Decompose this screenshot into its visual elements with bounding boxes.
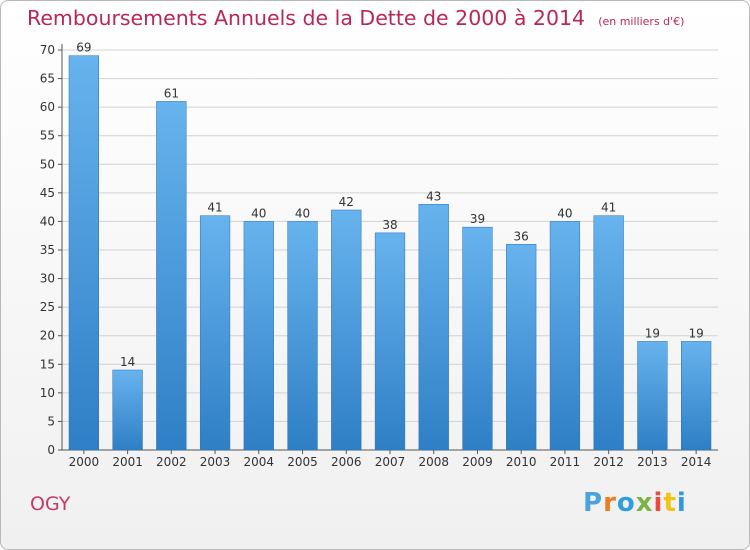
bar (156, 101, 187, 451)
data-label: 41 (601, 201, 616, 215)
logo-letter: o (616, 488, 636, 518)
commune-name: OGY (30, 493, 71, 515)
logo-letter: i (676, 488, 687, 518)
logo-letter: r (603, 488, 617, 518)
x-tick-label: 2009 (462, 455, 493, 469)
logo-letter: t (663, 488, 677, 518)
data-label: 69 (76, 41, 91, 55)
x-tick-label: 2000 (69, 455, 100, 469)
y-tick-label: 40 (40, 214, 55, 228)
bar (593, 215, 624, 451)
x-tick-label: 2014 (681, 455, 712, 469)
data-label: 43 (426, 189, 441, 203)
data-label: 14 (120, 355, 135, 369)
x-tick-label: 2002 (156, 455, 187, 469)
y-tick-label: 0 (47, 443, 55, 457)
x-tick-label: 2004 (244, 455, 275, 469)
bar (331, 209, 362, 451)
y-tick-label: 45 (40, 186, 55, 200)
chart-title-block: Remboursements Annuels de la Dette de 20… (27, 6, 684, 30)
y-tick-label: 20 (40, 329, 55, 343)
x-tick-label: 2001 (112, 455, 143, 469)
data-label: 19 (645, 326, 660, 340)
data-label: 40 (557, 206, 572, 220)
data-label: 19 (688, 326, 703, 340)
x-tick-label: 2003 (200, 455, 231, 469)
x-tick-label: 2006 (331, 455, 362, 469)
bar (549, 221, 581, 451)
x-tick-label: 2012 (593, 455, 624, 469)
bar (199, 215, 231, 451)
y-tick-label: 35 (40, 243, 55, 257)
x-tick-label: 2010 (506, 455, 537, 469)
y-tick-label: 30 (40, 272, 55, 286)
bar (418, 204, 449, 451)
chart-title: Remboursements Annuels de la Dette de 20… (27, 6, 586, 30)
logo-letter: P (583, 488, 604, 518)
y-tick-label: 15 (40, 357, 55, 371)
labels: 0 5 10 15 20 25 30 35 40 45 50 55 60 65 70 69 2000 14 2001… (40, 41, 712, 469)
y-tick-label: 25 (40, 300, 55, 314)
chart-unit-note: (en milliers d'€) (598, 15, 685, 28)
x-tick-label: 2011 (550, 455, 581, 469)
data-label: 36 (514, 229, 529, 243)
data-label: 61 (164, 86, 179, 100)
data-label: 38 (382, 218, 397, 232)
x-tick-label: 2013 (637, 455, 668, 469)
y-tick-label: 50 (40, 157, 55, 171)
bar (112, 369, 143, 451)
bars (68, 55, 712, 451)
y-tick-label: 5 (47, 414, 55, 428)
bar (506, 244, 537, 451)
bar (637, 341, 668, 451)
y-tick-label: 70 (40, 43, 55, 57)
y-tick-label: 55 (40, 129, 55, 143)
x-tick-label: 2007 (375, 455, 406, 469)
y-tick-label: 10 (40, 386, 55, 400)
data-label: 41 (207, 201, 222, 215)
bar (243, 221, 274, 451)
logo-letter: i (653, 488, 664, 518)
data-label: 39 (470, 212, 485, 226)
bar (374, 232, 406, 451)
logo-letter: x (635, 488, 654, 518)
x-tick-label: 2005 (287, 455, 318, 469)
bar (462, 226, 493, 451)
bar (68, 55, 99, 451)
data-label: 40 (251, 206, 266, 220)
x-tick-label: 2008 (418, 455, 449, 469)
data-label: 42 (339, 195, 354, 209)
bar (287, 221, 318, 451)
data-label: 40 (295, 206, 310, 220)
proxiti-logo: Proxiti (583, 488, 687, 518)
bar (681, 341, 712, 451)
y-tick-label: 60 (40, 100, 55, 114)
y-tick-label: 65 (40, 72, 55, 86)
